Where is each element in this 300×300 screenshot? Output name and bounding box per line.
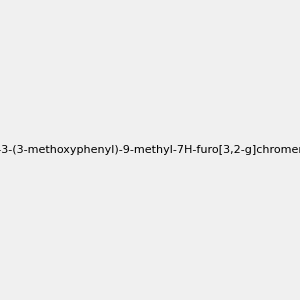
- Text: 5-butyl-3-(3-methoxyphenyl)-9-methyl-7H-furo[3,2-g]chromen-7-one: 5-butyl-3-(3-methoxyphenyl)-9-methyl-7H-…: [0, 145, 300, 155]
